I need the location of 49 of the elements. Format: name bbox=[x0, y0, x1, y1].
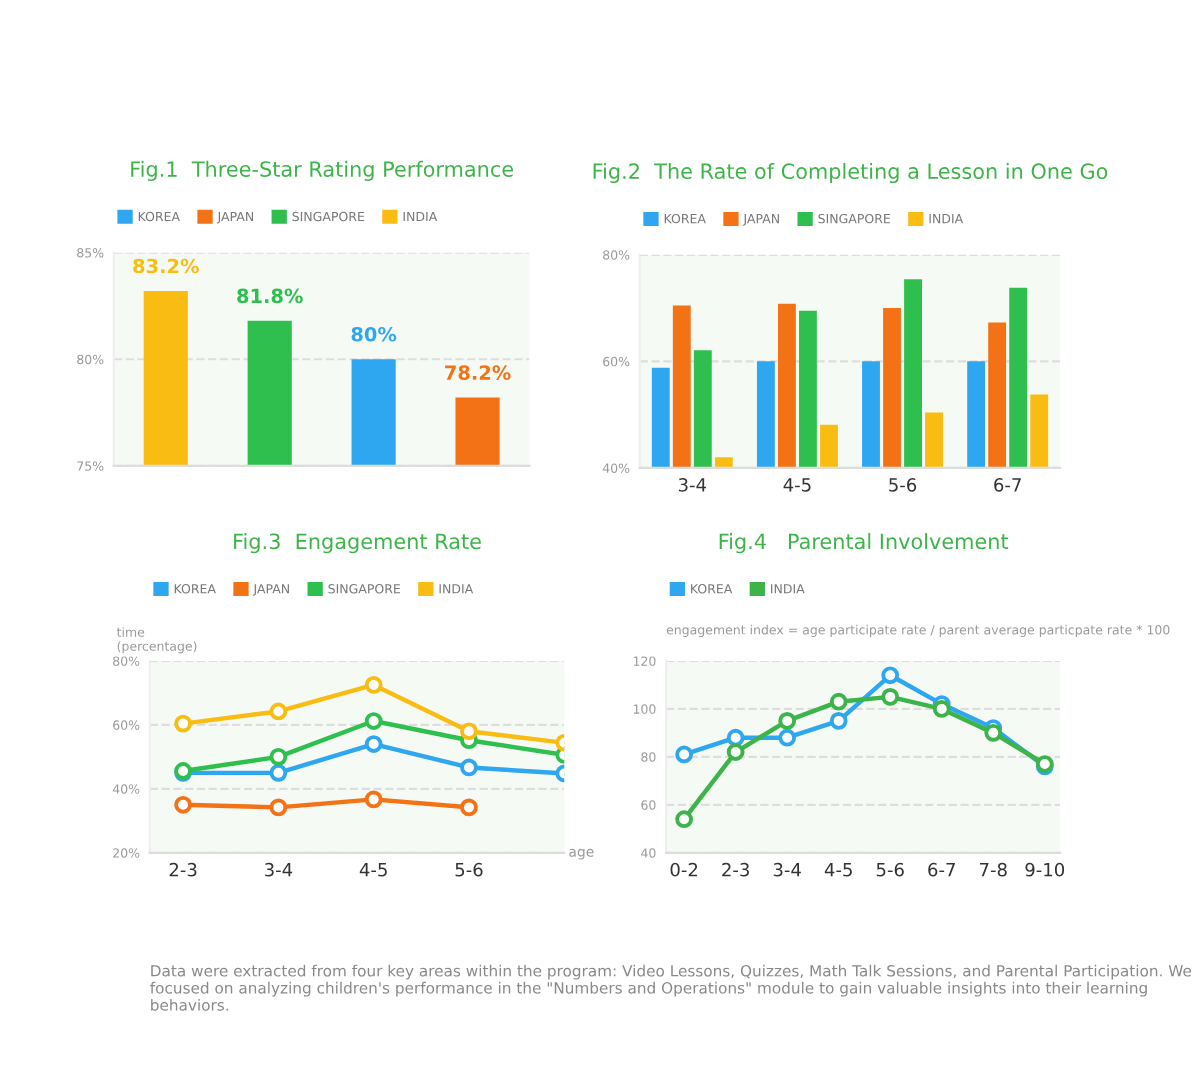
data-label: 81.8% bbox=[237, 288, 303, 304]
point bbox=[778, 728, 797, 747]
data-label: 83.2% bbox=[133, 258, 199, 274]
point bbox=[269, 763, 288, 782]
point bbox=[269, 702, 288, 721]
point bbox=[460, 758, 478, 777]
data-label: 80% bbox=[351, 326, 397, 342]
x-tick-label: 5-6 bbox=[455, 862, 483, 877]
point bbox=[932, 699, 951, 718]
x-tick-label: 2-3 bbox=[169, 862, 197, 877]
x-tick-label: 4-5 bbox=[824, 863, 852, 877]
point bbox=[174, 795, 192, 814]
point bbox=[460, 722, 478, 741]
point bbox=[364, 676, 383, 694]
x-tick-label: 9-10 bbox=[1025, 862, 1065, 877]
point bbox=[829, 692, 848, 711]
chart-title: Fig.1 Three-Star Rating Performance bbox=[131, 160, 514, 181]
point bbox=[364, 790, 383, 809]
x-tick-label: 4-5 bbox=[783, 478, 811, 492]
x-tick-label: 6-7 bbox=[994, 478, 1021, 492]
x-tick-label: 3-4 bbox=[265, 862, 293, 877]
point bbox=[829, 711, 848, 730]
data-label: 78.2% bbox=[445, 365, 511, 380]
point bbox=[364, 712, 383, 730]
point bbox=[460, 798, 478, 817]
point bbox=[881, 666, 900, 685]
x-tick-label: 4-5 bbox=[359, 863, 387, 877]
point bbox=[269, 798, 288, 817]
chart-title: Fig.3 Engagement Rate bbox=[234, 533, 481, 554]
x-tick-label: 5-6 bbox=[889, 478, 917, 492]
point bbox=[984, 723, 1003, 742]
point bbox=[174, 714, 192, 733]
x-tick-label: 3-4 bbox=[773, 862, 801, 877]
x-tick-label: 3-4 bbox=[678, 478, 707, 492]
x-tick-label: 7-8 bbox=[979, 862, 1007, 877]
point bbox=[675, 745, 694, 764]
x-tick-label: 6-7 bbox=[928, 862, 955, 877]
point bbox=[726, 743, 745, 761]
point bbox=[269, 747, 288, 766]
chart-title: Fig.2 The Rate of Completing a Lesson in One Go bbox=[593, 162, 1108, 184]
point bbox=[881, 688, 900, 706]
point bbox=[675, 810, 694, 829]
point bbox=[364, 735, 383, 753]
x-tick-label: 5-6 bbox=[876, 862, 904, 877]
point bbox=[726, 728, 745, 747]
chart-title: Fig.4 Parental Involvement bbox=[719, 533, 1009, 554]
x-tick-label: 0-2 bbox=[670, 862, 698, 877]
point bbox=[778, 711, 797, 730]
x-tick-label: 2-3 bbox=[722, 862, 749, 877]
